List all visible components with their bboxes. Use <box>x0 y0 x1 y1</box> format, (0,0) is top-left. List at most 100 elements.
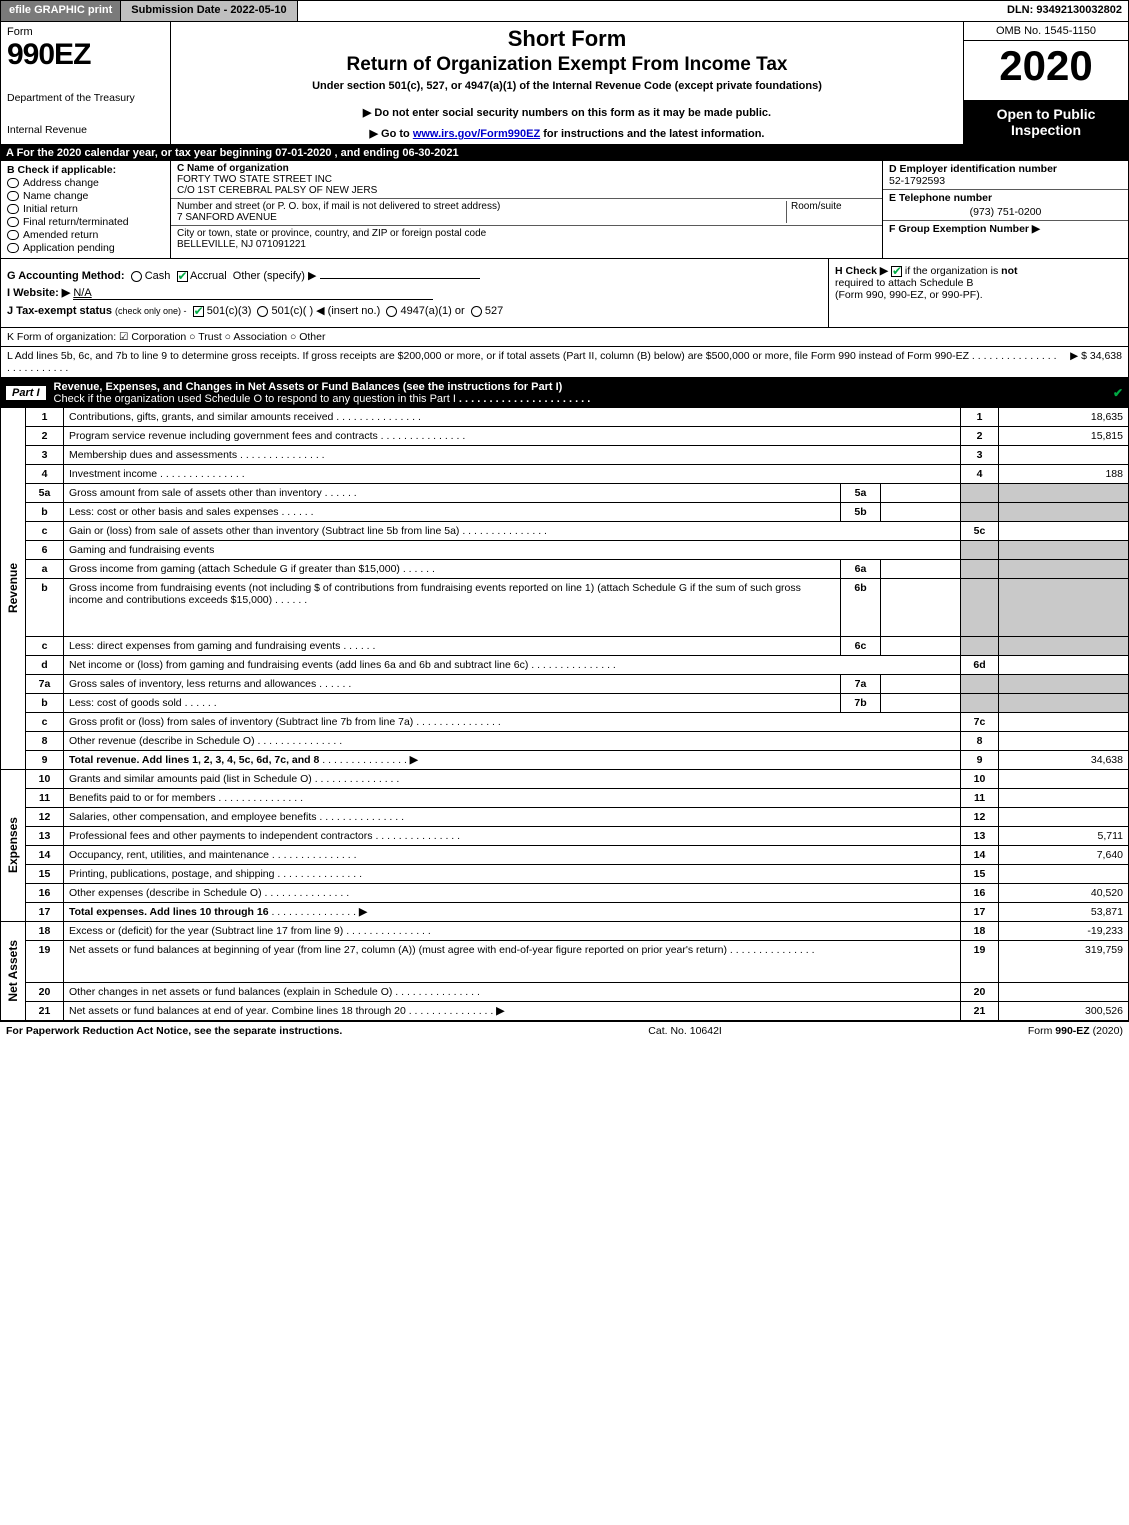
line-description: Other changes in net assets or fund bala… <box>64 983 961 1002</box>
checkbox-checked-icon[interactable] <box>193 306 204 317</box>
short-form-title: Short Form <box>181 26 953 52</box>
section-side-label: Expenses <box>1 770 26 922</box>
city-block: City or town, state or province, country… <box>171 226 882 258</box>
amount-cell: 53,871 <box>999 903 1129 922</box>
room-suite-label: Room/suite <box>791 201 842 212</box>
line-i: I Website: ▶ N/A <box>7 286 822 300</box>
line-number: 16 <box>26 884 64 903</box>
line-number: 2 <box>26 427 64 446</box>
j-4947: 4947(a)(1) or <box>400 305 464 317</box>
goto-link[interactable]: www.irs.gov/Form990EZ <box>413 128 540 140</box>
right-line-number <box>961 484 999 503</box>
g-other: Other (specify) ▶ <box>233 270 317 282</box>
goto-post: for instructions and the latest informat… <box>540 128 764 140</box>
inline-box-label: 5b <box>841 503 881 522</box>
line-number: c <box>26 713 64 732</box>
right-line-number: 17 <box>961 903 999 922</box>
line-number: 13 <box>26 827 64 846</box>
line-description: Less: cost or other basis and sales expe… <box>64 503 841 522</box>
right-line-number: 13 <box>961 827 999 846</box>
row-l: L Add lines 5b, 6c, and 7b to line 9 to … <box>0 347 1129 378</box>
ein-block: D Employer identification number 52-1792… <box>883 161 1128 190</box>
radio-icon[interactable] <box>257 306 268 317</box>
radio-icon[interactable] <box>471 306 482 317</box>
h-text2: required to attach Schedule B <box>835 277 973 289</box>
line-description: Contributions, gifts, grants, and simila… <box>64 408 961 427</box>
right-line-number <box>961 541 999 560</box>
h-text1: if the organization is <box>905 265 1001 277</box>
inline-box-value <box>881 694 961 713</box>
checkbox-checked-icon[interactable] <box>891 266 902 277</box>
amount-cell <box>999 560 1129 579</box>
ein-label: D Employer identification number <box>889 163 1122 175</box>
amount-cell <box>999 656 1129 675</box>
spacer <box>298 1 1001 21</box>
amount-cell <box>999 770 1129 789</box>
efile-print-button[interactable]: efile GRAPHIC print <box>1 1 121 21</box>
chk-amended-return[interactable]: Amended return <box>7 229 164 241</box>
table-row: 6Gaming and fundraising events <box>1 541 1129 560</box>
line-description: Program service revenue including govern… <box>64 427 961 446</box>
amount-cell <box>999 865 1129 884</box>
g-other-input[interactable] <box>320 278 480 279</box>
inline-box-label: 6b <box>841 579 881 637</box>
chk-initial-return[interactable]: Initial return <box>7 203 164 215</box>
h-text3: (Form 990, 990-EZ, or 990-PF). <box>835 289 983 301</box>
g-cash: Cash <box>145 270 171 282</box>
part1-checkbox[interactable] <box>1103 387 1123 399</box>
chk-address-change[interactable]: Address change <box>7 177 164 189</box>
checkbox-checked-icon <box>1112 388 1123 399</box>
right-line-number: 1 <box>961 408 999 427</box>
line-description: Professional fees and other payments to … <box>64 827 961 846</box>
city-value: BELLEVILLE, NJ 071091221 <box>177 239 876 250</box>
checkbox-checked-icon[interactable] <box>177 271 188 282</box>
table-row: Revenue1Contributions, gifts, grants, an… <box>1 408 1129 427</box>
header-left: Form 990EZ Department of the Treasury In… <box>1 22 171 144</box>
header-right: OMB No. 1545-1150 2020 Open to Public In… <box>963 22 1128 144</box>
j-label: J Tax-exempt status <box>7 305 112 317</box>
col-b-checkboxes: B Check if applicable: Address change Na… <box>1 161 171 258</box>
do-not-enter: ▶ Do not enter social security numbers o… <box>181 106 953 119</box>
amount-cell <box>999 503 1129 522</box>
phone-block: E Telephone number (973) 751-0200 <box>883 190 1128 221</box>
right-line-number: 10 <box>961 770 999 789</box>
line-number: 12 <box>26 808 64 827</box>
dept-treasury: Department of the Treasury <box>7 92 164 104</box>
chk-label: Final return/terminated <box>23 216 129 228</box>
radio-icon[interactable] <box>386 306 397 317</box>
amount-cell <box>999 808 1129 827</box>
right-line-number: 9 <box>961 751 999 770</box>
g-label: G Accounting Method: <box>7 270 125 282</box>
chk-name-change[interactable]: Name change <box>7 190 164 202</box>
line-number: a <box>26 560 64 579</box>
line-number: 15 <box>26 865 64 884</box>
right-line-number <box>961 503 999 522</box>
line-number: 17 <box>26 903 64 922</box>
chk-application-pending[interactable]: Application pending <box>7 242 164 254</box>
line-number: 1 <box>26 408 64 427</box>
radio-icon[interactable] <box>131 271 142 282</box>
line-description: Gross sales of inventory, less returns a… <box>64 675 841 694</box>
table-row: 9Total revenue. Add lines 1, 2, 3, 4, 5c… <box>1 751 1129 770</box>
line-number: b <box>26 503 64 522</box>
goto-line: ▶ Go to www.irs.gov/Form990EZ for instru… <box>181 127 953 140</box>
chk-final-return[interactable]: Final return/terminated <box>7 216 164 228</box>
amount-cell <box>999 983 1129 1002</box>
line-number: 18 <box>26 922 64 941</box>
inline-box-value <box>881 503 961 522</box>
line-description: Net assets or fund balances at beginning… <box>64 941 961 983</box>
form-label: Form <box>7 26 164 38</box>
line-description: Printing, publications, postage, and shi… <box>64 865 961 884</box>
line-description: Occupancy, rent, utilities, and maintena… <box>64 846 961 865</box>
table-row: cGain or (loss) from sale of assets othe… <box>1 522 1129 541</box>
right-line-number: 3 <box>961 446 999 465</box>
table-row: 8Other revenue (describe in Schedule O) … <box>1 732 1129 751</box>
inline-box-label: 5a <box>841 484 881 503</box>
table-row: dNet income or (loss) from gaming and fu… <box>1 656 1129 675</box>
table-row: 12Salaries, other compensation, and empl… <box>1 808 1129 827</box>
line-number: 21 <box>26 1002 64 1021</box>
right-line-number: 16 <box>961 884 999 903</box>
form-number: 990EZ <box>7 38 164 72</box>
j-small: (check only one) - <box>115 306 187 316</box>
i-label: I Website: ▶ <box>7 287 70 299</box>
